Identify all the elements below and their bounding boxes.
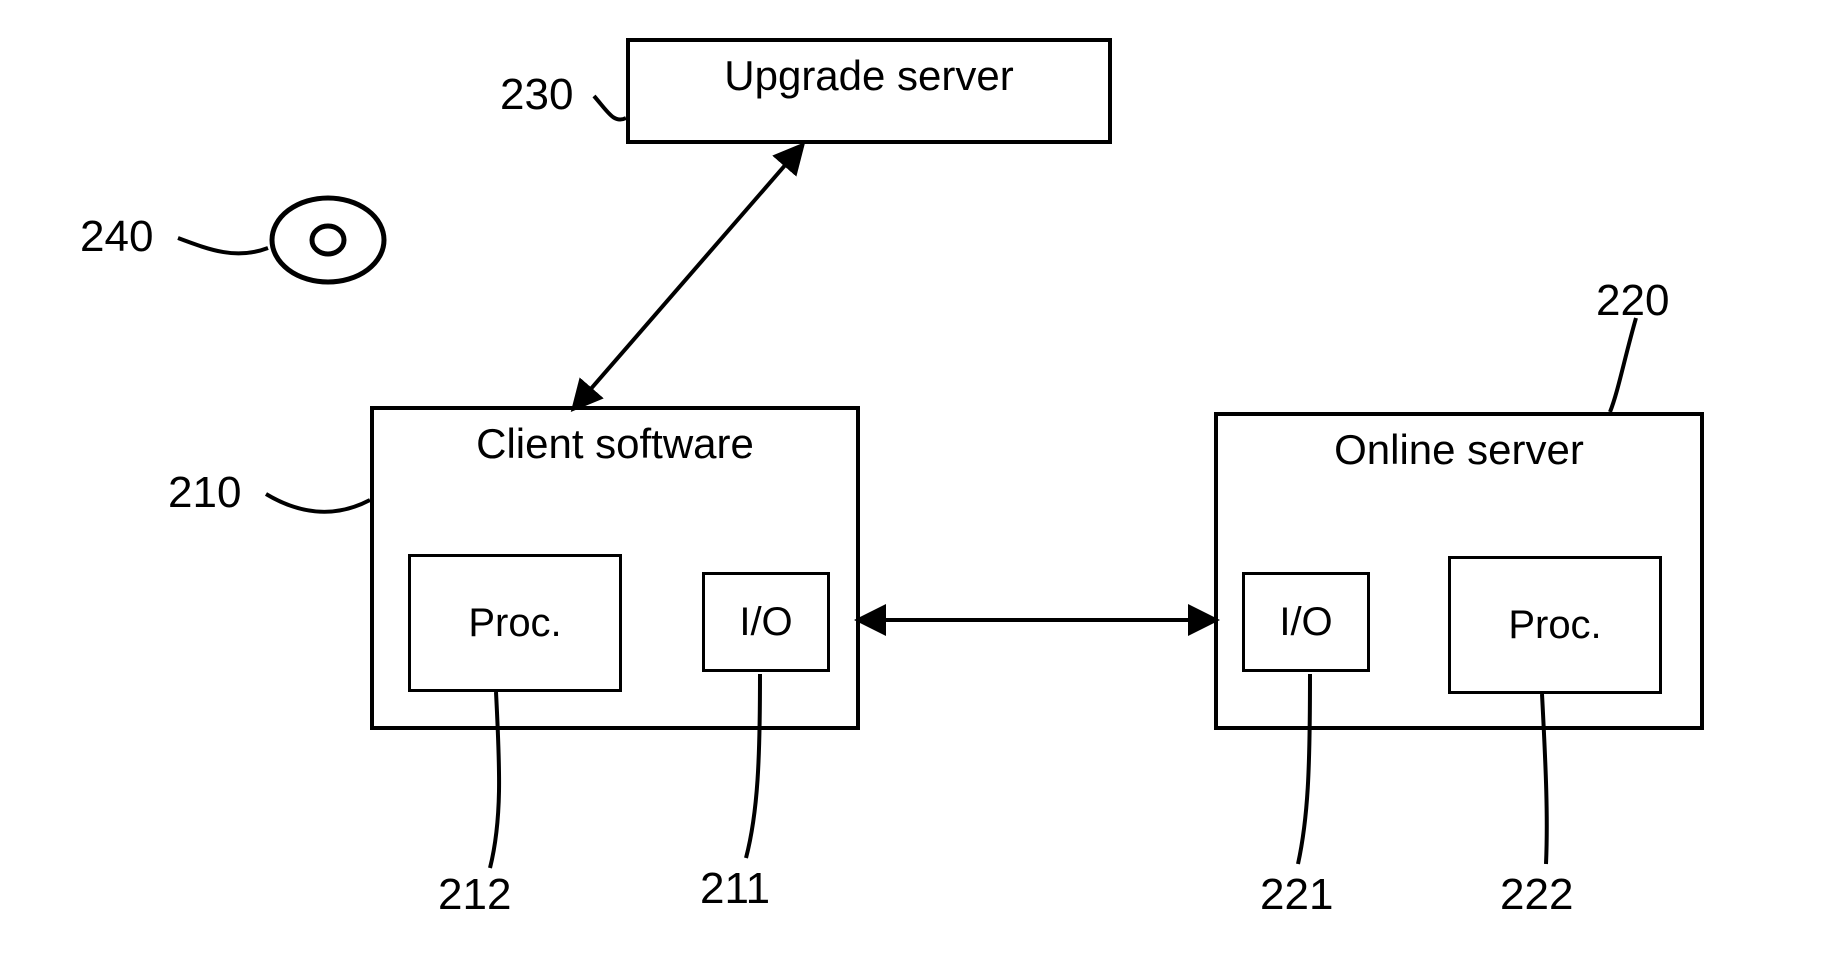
- client-software-label: Client software: [476, 420, 754, 468]
- ref-212: 212: [438, 870, 511, 920]
- client-io-label: I/O: [739, 600, 792, 645]
- ref-210: 210: [168, 468, 241, 518]
- ref-220: 220: [1596, 276, 1669, 326]
- upgrade-server-label: Upgrade server: [724, 52, 1013, 100]
- client-io-box: I/O: [702, 572, 830, 672]
- online-proc-label: Proc.: [1508, 603, 1601, 648]
- connector-client-upgrade: [576, 148, 800, 406]
- disc-icon: [272, 198, 384, 282]
- ref-211: 211: [700, 864, 770, 914]
- ref-221: 221: [1260, 870, 1333, 920]
- leader-210: [266, 494, 370, 512]
- upgrade-server-box: Upgrade server: [626, 38, 1112, 144]
- ref-240: 240: [80, 212, 153, 262]
- online-proc-box: Proc.: [1448, 556, 1662, 694]
- client-proc-box: Proc.: [408, 554, 622, 692]
- client-proc-label: Proc.: [468, 601, 561, 646]
- online-server-label: Online server: [1334, 426, 1584, 474]
- leader-240: [178, 238, 268, 253]
- online-io-label: I/O: [1279, 600, 1332, 645]
- leader-220: [1610, 318, 1636, 412]
- ref-230: 230: [500, 70, 573, 120]
- ref-222: 222: [1500, 870, 1573, 920]
- online-io-box: I/O: [1242, 572, 1370, 672]
- leader-230: [594, 96, 626, 120]
